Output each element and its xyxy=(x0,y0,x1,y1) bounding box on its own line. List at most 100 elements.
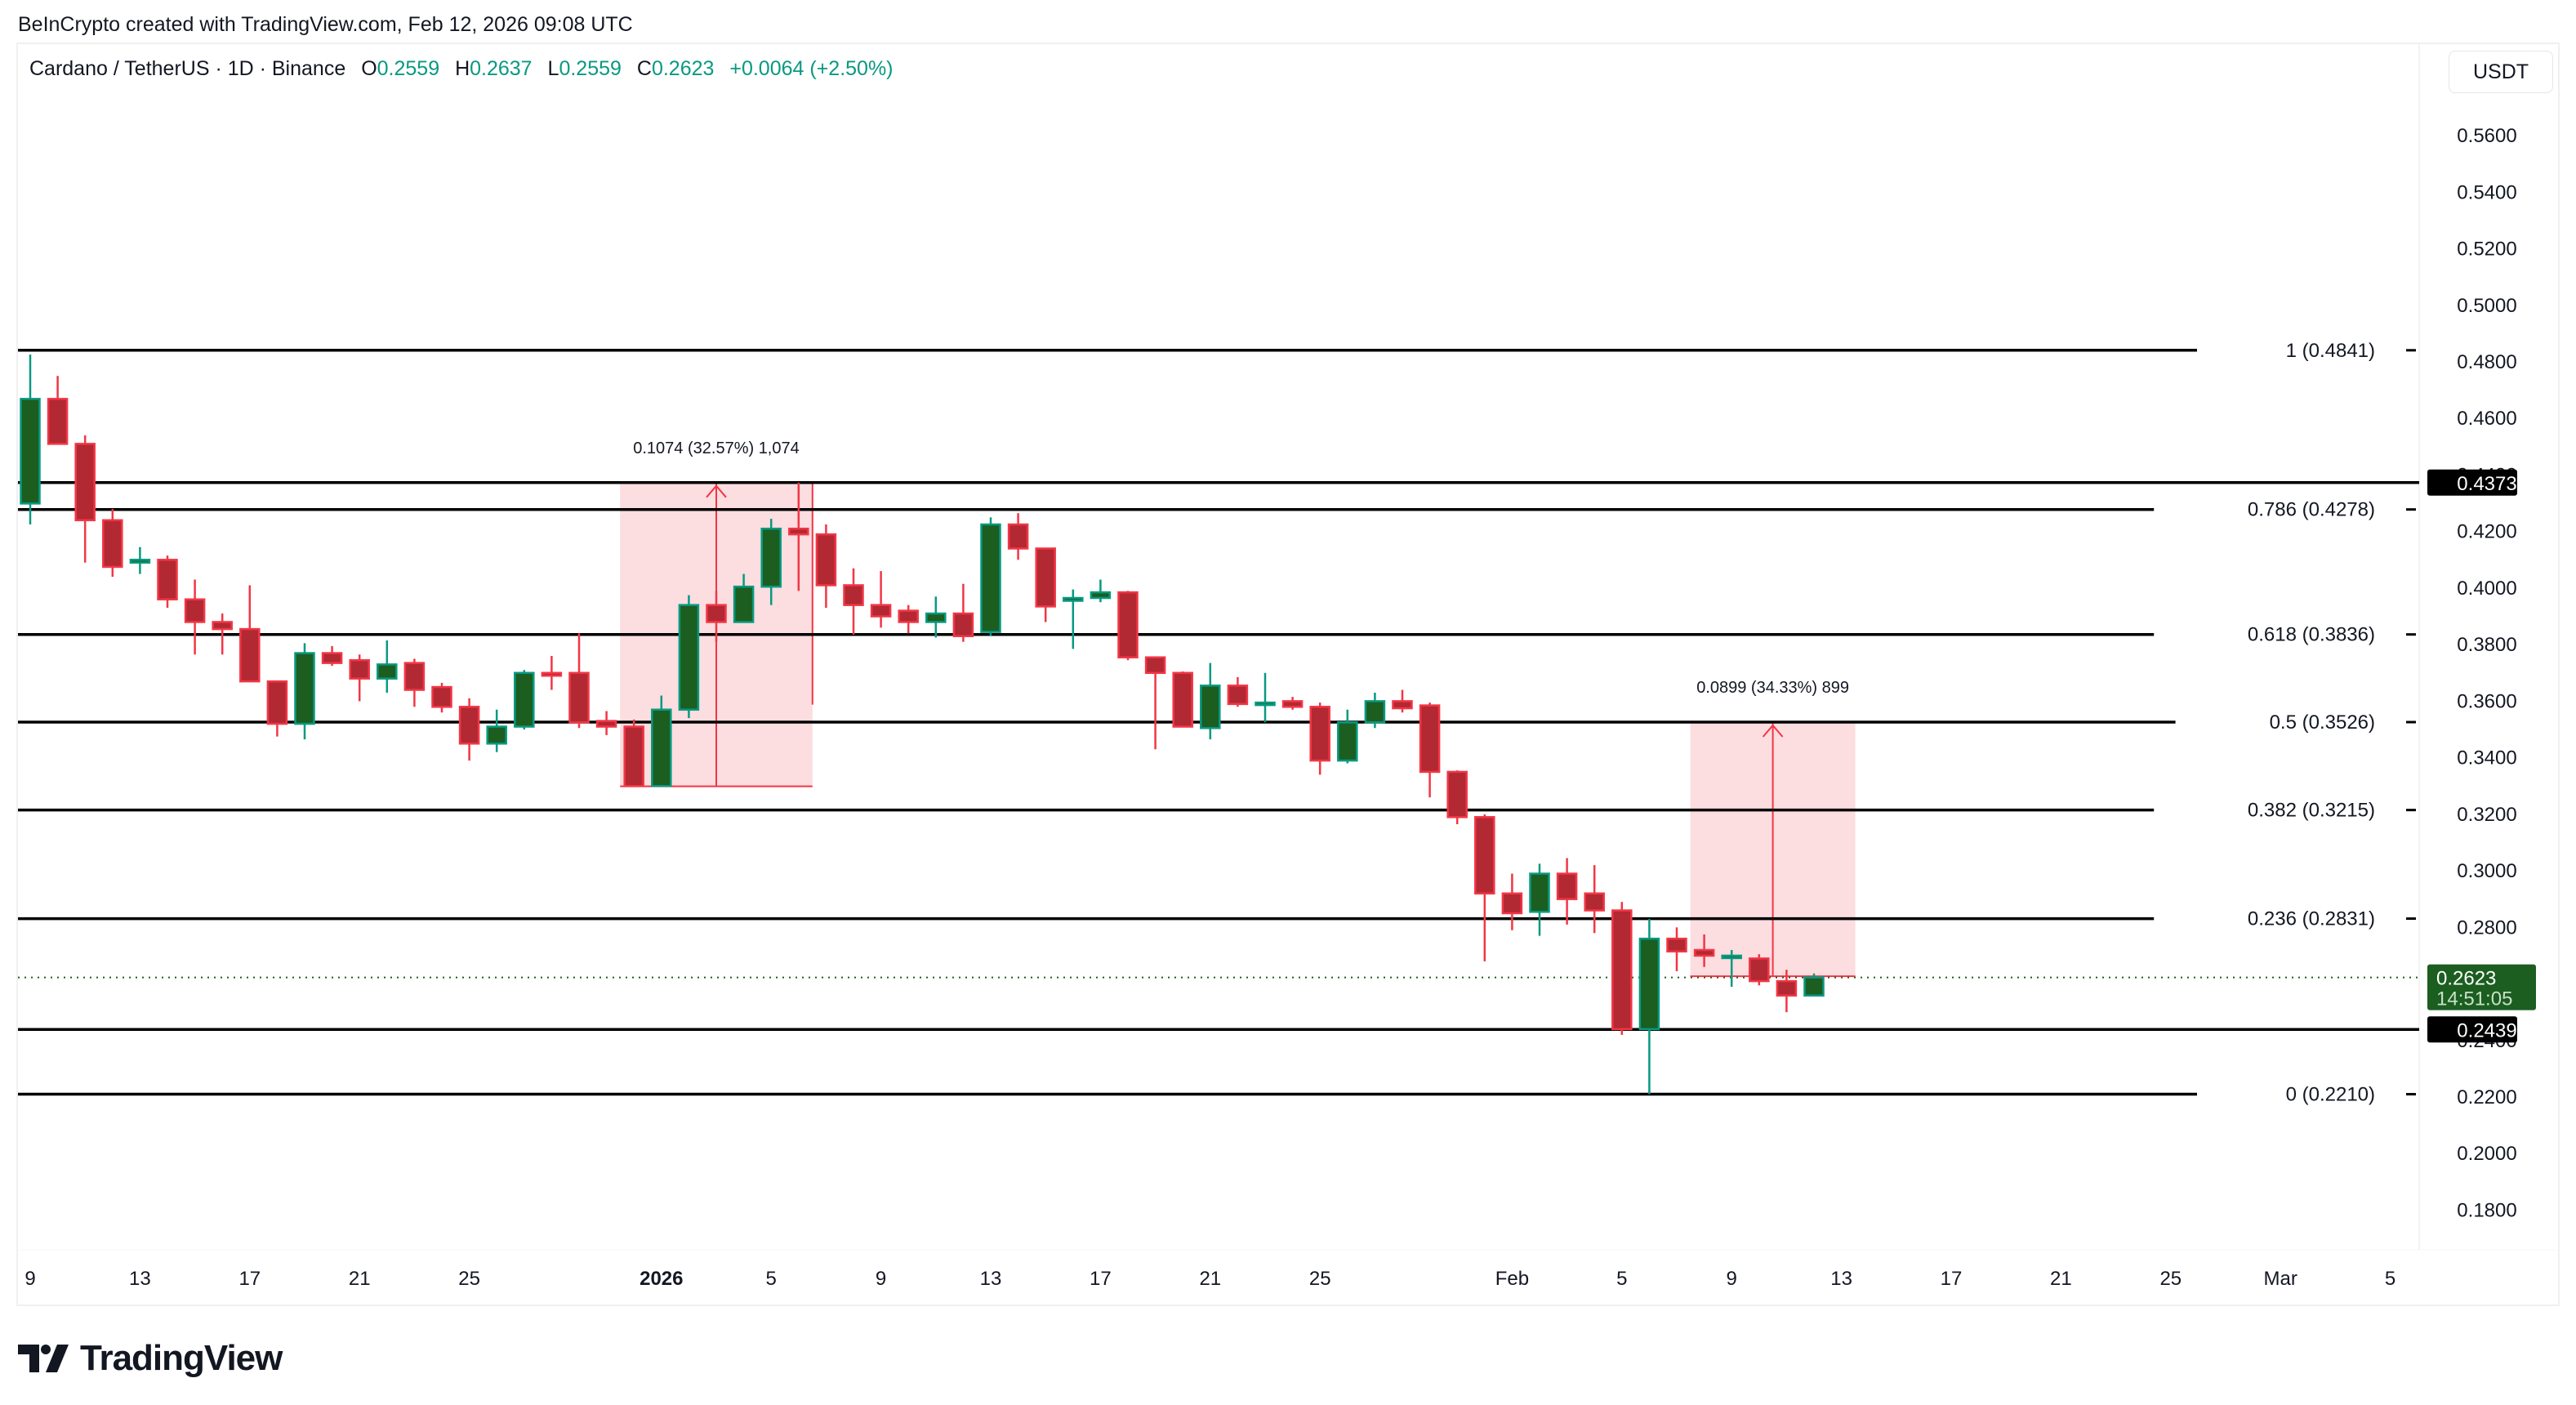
symbol-title[interactable]: Cardano / TetherUS · 1D · Binance xyxy=(29,57,346,80)
candle[interactable] xyxy=(952,583,974,642)
candle[interactable] xyxy=(1337,709,1358,764)
time-tick-label: 25 xyxy=(1309,1268,1331,1290)
candle[interactable] xyxy=(184,579,206,655)
candle[interactable] xyxy=(1364,692,1386,729)
candle[interactable] xyxy=(1474,814,1495,961)
candle[interactable] xyxy=(733,573,755,623)
candle[interactable] xyxy=(678,595,700,719)
candle[interactable] xyxy=(760,519,782,605)
candle-body xyxy=(20,398,41,505)
candle-body xyxy=(74,443,96,522)
candle[interactable] xyxy=(129,546,151,574)
candle[interactable] xyxy=(1584,865,1605,934)
candle[interactable] xyxy=(403,658,426,707)
candle[interactable] xyxy=(377,640,398,693)
candle[interactable] xyxy=(1749,954,1770,986)
candle[interactable] xyxy=(239,585,261,683)
price-tick-label: 0.3600 xyxy=(2457,690,2516,712)
candle[interactable] xyxy=(1803,973,1825,997)
candle[interactable] xyxy=(294,643,315,740)
candle[interactable] xyxy=(1693,934,1715,967)
candle[interactable] xyxy=(1666,927,1687,971)
horizontal-line-label-bg xyxy=(2427,1016,2517,1043)
tradingview-logo[interactable]: TradingView xyxy=(18,1338,283,1379)
candle[interactable] xyxy=(1255,672,1276,723)
candle[interactable] xyxy=(321,645,343,667)
candle[interactable] xyxy=(541,655,563,690)
candle-body xyxy=(1721,954,1742,960)
candle[interactable] xyxy=(1007,513,1029,560)
time-tick-label: 25 xyxy=(2159,1268,2182,1290)
time-tick-label: 9 xyxy=(876,1268,886,1290)
fib-level-label: 0.618 (0.3836) xyxy=(2248,624,2375,646)
candle-body xyxy=(102,519,123,569)
candle[interactable] xyxy=(623,719,644,787)
candle[interactable] xyxy=(1721,949,1742,987)
candle[interactable] xyxy=(212,613,233,655)
candle[interactable] xyxy=(1117,591,1139,661)
candle[interactable] xyxy=(349,654,370,702)
candle[interactable] xyxy=(898,604,919,634)
candle[interactable] xyxy=(595,711,617,735)
candle[interactable] xyxy=(1556,858,1578,925)
candle[interactable] xyxy=(514,670,535,729)
candle[interactable] xyxy=(1446,770,1468,824)
candle[interactable] xyxy=(568,633,590,729)
candle[interactable] xyxy=(1529,863,1550,936)
candle[interactable] xyxy=(20,355,41,525)
price-tick-label: 0.3400 xyxy=(2457,747,2516,769)
candle[interactable] xyxy=(1501,873,1523,930)
candle-body xyxy=(898,609,919,623)
candle[interactable] xyxy=(651,695,672,787)
time-tick-label: 17 xyxy=(238,1268,261,1290)
candle[interactable] xyxy=(47,376,69,445)
candle[interactable] xyxy=(843,568,864,636)
candle[interactable] xyxy=(925,596,947,638)
candle[interactable] xyxy=(1776,970,1798,1013)
candle[interactable] xyxy=(870,571,892,628)
fib-level-label: 0 (0.2210) xyxy=(2286,1084,2375,1106)
candle-body xyxy=(595,720,617,728)
candle[interactable] xyxy=(1090,579,1112,603)
time-tick-label: 9 xyxy=(25,1268,35,1290)
candle-body xyxy=(1309,706,1330,762)
candle-body xyxy=(1419,704,1441,774)
candle[interactable] xyxy=(1200,662,1221,740)
candle[interactable] xyxy=(706,591,727,642)
candle[interactable] xyxy=(1638,918,1660,1095)
low-value: 0.2559 xyxy=(559,57,622,80)
measure-label: 0.1074 (32.57%) 1,074 xyxy=(633,439,800,457)
candle-body xyxy=(294,652,315,725)
candle[interactable] xyxy=(980,517,1001,636)
price-tick-label: 0.3000 xyxy=(2457,860,2516,882)
candle-body xyxy=(1556,872,1578,900)
candle[interactable] xyxy=(1392,689,1413,713)
candle[interactable] xyxy=(1227,676,1249,707)
candle[interactable] xyxy=(1144,656,1166,750)
candle[interactable] xyxy=(157,555,178,609)
candle[interactable] xyxy=(1281,697,1304,710)
candle[interactable] xyxy=(1419,702,1441,798)
candle-body xyxy=(1117,591,1139,658)
price-tick-label: 0.1800 xyxy=(2457,1199,2516,1221)
candle[interactable] xyxy=(486,709,507,752)
candle[interactable] xyxy=(74,435,96,563)
candle[interactable] xyxy=(431,682,452,713)
candle[interactable] xyxy=(1611,902,1633,1035)
candle[interactable] xyxy=(458,698,480,761)
candle[interactable] xyxy=(266,680,288,737)
candle[interactable] xyxy=(102,508,123,578)
candle[interactable] xyxy=(1172,671,1193,728)
candle-body xyxy=(1776,979,1798,997)
candle[interactable] xyxy=(1063,589,1084,649)
candle[interactable] xyxy=(788,482,809,591)
candle-body xyxy=(733,585,755,623)
candle[interactable] xyxy=(1309,702,1330,775)
candle[interactable] xyxy=(815,524,837,609)
currency-button[interactable]: USDT xyxy=(2449,51,2553,93)
candle[interactable] xyxy=(1035,547,1056,622)
time-tick-label: 17 xyxy=(1941,1268,1963,1290)
candle-body xyxy=(1227,685,1249,706)
candle-body xyxy=(1611,909,1633,1031)
